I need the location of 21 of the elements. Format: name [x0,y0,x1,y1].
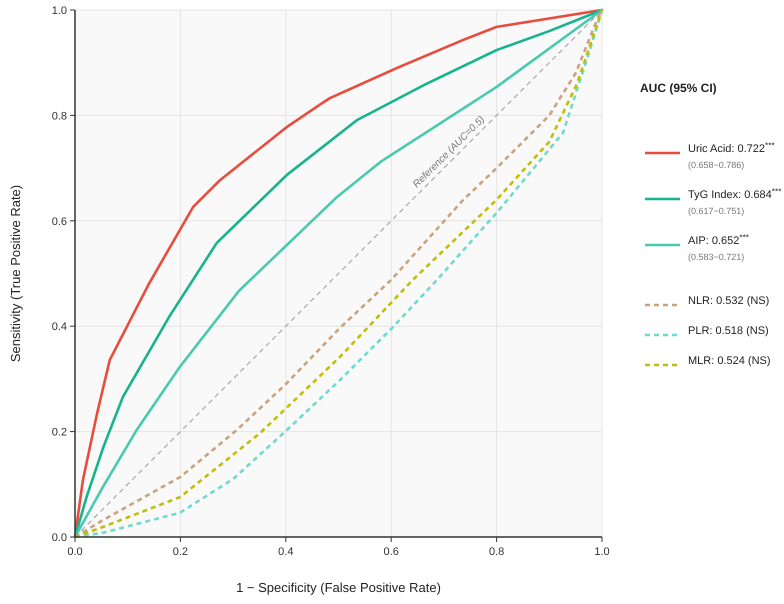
x-tick-label: 0.8 [488,546,504,558]
x-tick-label: 0.6 [384,546,399,558]
y-tick-label: 1.0 [52,5,67,17]
text: TyG Index: 0.684$^{***}$ (0.617−0.751) [688,186,782,216]
x-tick-label: 0.2 [172,546,188,558]
y-tick-label: 0.2 [52,426,67,439]
x-tick-label: 0.4 [278,546,294,558]
legend-label: PLR: 0.518 (NS) [688,325,769,337]
y-tick-label: 0.4 [52,321,67,334]
legend-title: AUC (95% CI) [640,81,717,95]
y-tick-label: 0.0 [52,532,67,544]
y-tick-label: 0.6 [52,216,67,228]
x-axis-title: 1 − Specificity (False Positive Rate) [236,580,441,595]
legend-label: NLR: 0.532 (NS) [688,295,770,307]
x-tick-label: 0.0 [67,546,83,558]
text: AIP: 0.652$^{***}$ (0.583−0.721) [688,232,750,262]
y-axis-title: Sensitivity (True Positive Rate) [8,184,23,362]
y-tick-label: 0.8 [52,110,67,122]
text: Uric Acid: 0.722$^{***}$ (0.658−0.786) [688,140,775,170]
x-tick-label: 1.0 [594,546,610,558]
legend-label: MLR: 0.524 (NS) [688,355,771,367]
